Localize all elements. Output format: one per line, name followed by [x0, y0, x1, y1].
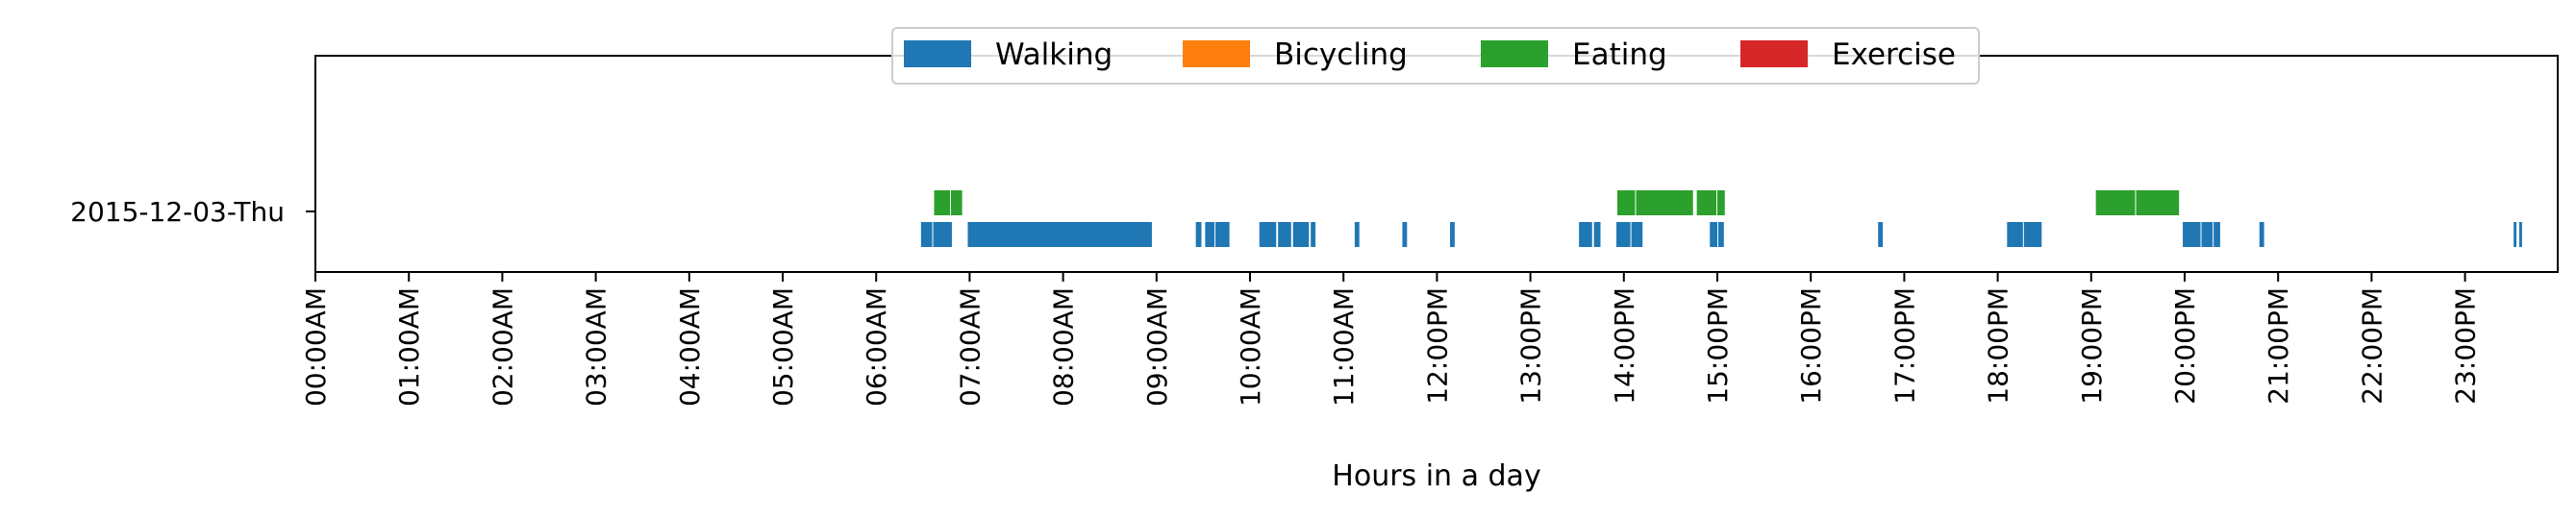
- x-tick-label: 02:00AM: [487, 287, 518, 407]
- walking-bar: [2513, 222, 2517, 247]
- x-tick-label: 17:00PM: [1888, 287, 1920, 405]
- x-tick-label: 04:00AM: [674, 287, 706, 407]
- walking-bar: [967, 222, 1152, 247]
- x-tick-label: 05:00AM: [767, 287, 799, 407]
- exercise-legend-label: Exercise: [1832, 37, 1956, 72]
- walking-bar: [1717, 222, 1724, 247]
- walking-bar: [1292, 222, 1310, 247]
- bicycling-legend-swatch: [1183, 40, 1250, 67]
- eating-legend-label: Eating: [1572, 37, 1667, 72]
- walking-bar: [1278, 222, 1291, 247]
- x-tick-label: 07:00AM: [954, 287, 986, 407]
- eating-bar: [934, 190, 950, 215]
- x-tick-label: 11:00AM: [1328, 287, 1360, 407]
- eating-bar: [950, 190, 963, 215]
- walking-bar: [2259, 222, 2264, 247]
- walking-bar: [1259, 222, 1277, 247]
- x-tick-label: 03:00AM: [581, 287, 613, 407]
- plot-frame: [314, 55, 2559, 273]
- x-tick-label: 20:00PM: [2169, 287, 2201, 405]
- eating-bar: [1636, 190, 1693, 215]
- walking-bar: [2518, 222, 2522, 247]
- x-axis-label: Hours in a day: [1332, 459, 1540, 493]
- x-tick-label: 21:00PM: [2263, 287, 2294, 405]
- walking-bar: [1579, 222, 1592, 247]
- x-tick-label: 22:00PM: [2356, 287, 2388, 405]
- legend: Walking Bicycling Eating Exercise: [891, 27, 1980, 85]
- walking-bar: [1878, 222, 1884, 247]
- x-tick-label: 01:00AM: [393, 287, 425, 407]
- x-tick-label: 18:00PM: [1983, 287, 2014, 405]
- x-tick-label: 00:00AM: [300, 287, 332, 407]
- x-tick-label: 23:00PM: [2450, 287, 2482, 405]
- walking-bar: [933, 222, 952, 247]
- walking-bar: [1710, 222, 1717, 247]
- walking-bar: [1402, 222, 1408, 247]
- y-axis: 2015-12-03-Thu: [70, 196, 315, 228]
- eating-bar: [2136, 190, 2180, 215]
- x-tick-label: 19:00PM: [2076, 287, 2108, 405]
- walking-bar: [1616, 222, 1631, 247]
- walking-bar: [920, 222, 933, 247]
- walking-bar: [1593, 222, 1601, 247]
- x-axis: 00:00AM 01:00AM 02:00AM 03:00AM 04:00AM 05:00…: [300, 272, 2482, 407]
- x-tick-label: 15:00PM: [1702, 287, 1734, 405]
- walking-bar: [1195, 222, 1202, 247]
- exercise-legend-swatch: [1740, 40, 1808, 67]
- walking-bar: [1631, 222, 1643, 247]
- eating-bar: [1616, 190, 1636, 215]
- walking-bar: [1354, 222, 1360, 247]
- walking-bar: [2007, 222, 2023, 247]
- bars-layer: [920, 190, 2522, 247]
- walking-bar: [2213, 222, 2220, 247]
- x-tick-label: 14:00PM: [1609, 287, 1640, 405]
- walking-legend-label: Walking: [995, 37, 1113, 72]
- eating-bar: [1696, 190, 1717, 215]
- legend-box: [891, 27, 1980, 85]
- x-tick-label: 08:00AM: [1048, 287, 1080, 407]
- walking-bar: [2201, 222, 2213, 247]
- bicycling-legend-label: Bicycling: [1274, 37, 1408, 72]
- x-tick-label: 13:00PM: [1515, 287, 1547, 405]
- x-tick-label: 16:00PM: [1795, 287, 1827, 405]
- y-tick-label: 2015-12-03-Thu: [70, 196, 285, 228]
- walking-bar: [1311, 222, 1316, 247]
- eating-legend-swatch: [1481, 40, 1548, 67]
- x-tick-label: 09:00AM: [1141, 287, 1173, 407]
- eating-bar: [1717, 190, 1725, 215]
- x-tick-label: 12:00PM: [1421, 287, 1453, 405]
- x-tick-label: 10:00AM: [1235, 287, 1266, 407]
- x-tick-label: 06:00AM: [861, 287, 892, 407]
- walking-bar: [2183, 222, 2201, 247]
- walking-bar: [1205, 222, 1215, 247]
- eating-bar: [2095, 190, 2136, 215]
- walking-bar: [2023, 222, 2042, 247]
- walking-bar: [1215, 222, 1230, 247]
- walking-bar: [1450, 222, 1455, 247]
- walking-legend-swatch: [904, 40, 971, 67]
